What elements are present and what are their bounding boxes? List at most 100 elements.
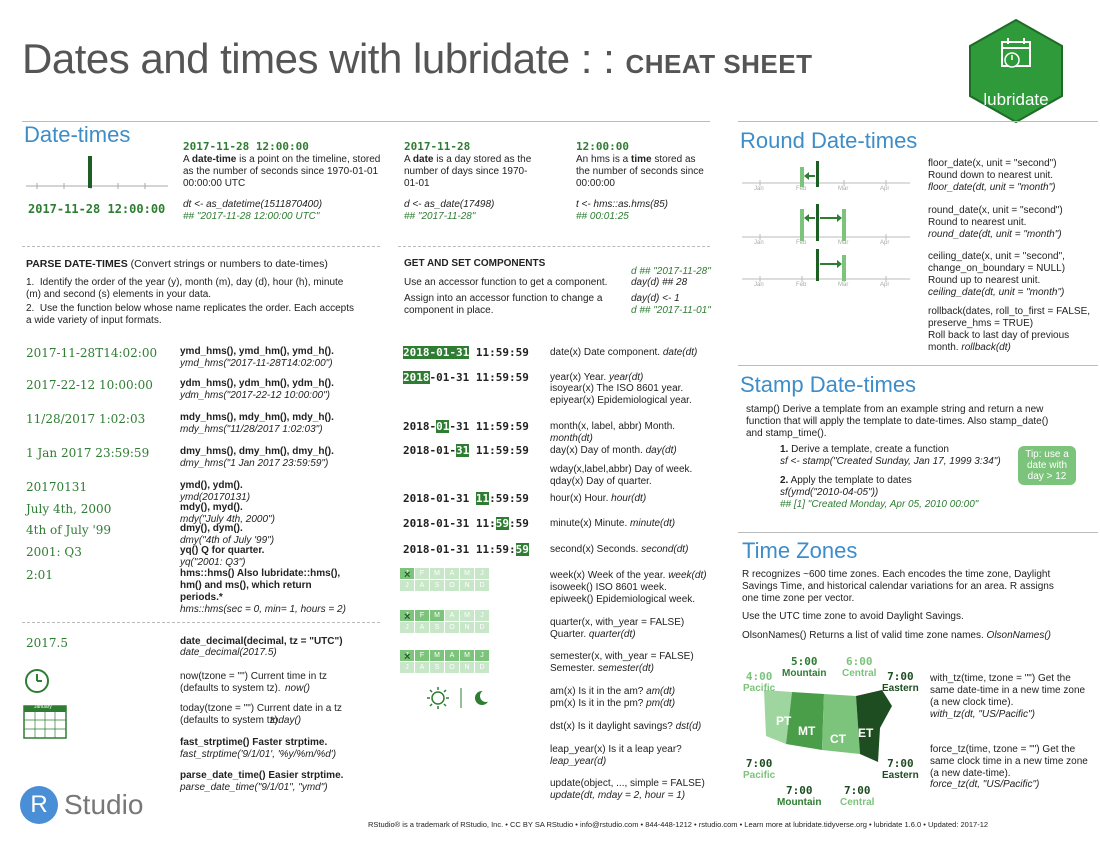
tz-map-label: CT	[830, 732, 846, 746]
time-example: 12:00:00	[576, 140, 629, 153]
month-cell: F	[415, 610, 429, 621]
force-tz-code: force_tz(dt, "US/Pacific")	[930, 779, 1040, 790]
section-title-stamp: Stamp Date-times	[740, 372, 917, 397]
month-cell: O	[445, 580, 459, 591]
datetime-description: A date-time is a point on the timeline, …	[183, 154, 381, 189]
parse-example: July 4th, 2000	[26, 502, 112, 516]
parse-example: 11/28/2017 1:02:03	[26, 412, 146, 426]
divider	[398, 246, 710, 247]
month-cell: J	[400, 622, 414, 633]
section-title-timezones: Time Zones	[742, 538, 858, 563]
decimal-code: date_decimal(2017.5)	[180, 647, 277, 658]
round-tick-label: Jan	[754, 186, 764, 192]
getset-text-1: Use an accessor function to get a compon…	[404, 277, 608, 288]
parse-fn: mdy(), myd(). mdy("July 4th, 2000")	[180, 502, 275, 525]
getset-fn: day(x) Day of month. day(dt)	[550, 445, 677, 456]
parse-example: 2001: Q3	[26, 545, 82, 559]
title-main: Dates and times with lubridate : :	[22, 35, 626, 82]
month-cell: A	[415, 622, 429, 633]
month-cell: J	[475, 568, 489, 579]
quarter-fn: quarter(x, with_year = FALSE)	[550, 617, 685, 628]
tz-top-label: 6:00 Central	[842, 655, 877, 680]
parse-example: 2:01	[26, 568, 53, 582]
isoweek-fn: isoweek() ISO 8601 week.	[550, 582, 667, 593]
stamp-desc: stamp() Derive a template from an exampl…	[746, 404, 1049, 439]
month-cell: A	[415, 662, 429, 673]
parse-step-1: 1. Identify the order of the year (y), m…	[26, 277, 344, 300]
round-tick-label: Apr	[880, 282, 890, 288]
tz-bottom-label: 7:00 Eastern	[882, 757, 919, 782]
time-description: An hms is a time stored as the number of…	[576, 154, 704, 189]
month-cell: D	[475, 662, 489, 673]
round-diagrams	[742, 161, 910, 282]
parse-example: 1 Jan 2017 23:59:59	[26, 446, 150, 460]
floor-desc: Round down to nearest unit.	[928, 170, 1054, 181]
round-tick-label: Jan	[754, 240, 764, 246]
date-example: 2017-11-28	[404, 140, 471, 153]
month-cell: A	[445, 610, 459, 621]
round-tick-label: Jan	[754, 282, 764, 288]
tz-bottom-label: 7:00 Mountain	[777, 784, 822, 809]
month-cell: J	[475, 650, 489, 661]
today-code: today()	[270, 715, 302, 726]
round-tick-label: Feb	[796, 240, 807, 246]
dst-fn: dst(x) Is it daylight savings? dst(d)	[550, 721, 702, 732]
parse-example: 20170131	[26, 480, 88, 494]
parse-fn: mdy_hms(), mdy_hm(), mdy_h(). mdy_hms("11…	[180, 412, 334, 435]
divider	[738, 365, 1098, 366]
getset-code-3: day(d) <- 1	[631, 293, 680, 304]
round-tick-label: Apr	[880, 240, 890, 246]
decimal-fn: date_decimal(decimal, tz = "UTC")	[180, 636, 343, 647]
month-cell: N	[460, 580, 474, 591]
with-tz-fn: with_tz(time, tzone = "") Get the same d…	[930, 673, 1086, 708]
getset-example: 2018-01-31 11:59:59	[403, 543, 529, 556]
getset-fn: year(x) Year. year(dt)	[550, 372, 644, 383]
month-cell: J	[400, 610, 414, 621]
month-cell: F	[415, 568, 429, 579]
tz-top-label: 4:00 Pacific	[743, 670, 776, 695]
round-fn: round_date(x, unit = "second")	[928, 205, 1063, 216]
with-tz-code: with_tz(dt, "US/Pacific")	[930, 709, 1035, 720]
stamp-tip: Tip: use a date with day > 12	[1018, 446, 1076, 485]
getset-fn: date(x) Date component. date(dt)	[550, 347, 698, 358]
parse-fn: dmy(), dym(). dmy("4th of July '99")	[180, 523, 275, 546]
am-fn: am(x) Is it in the am? am(dt)	[550, 686, 676, 697]
force-tz-fn: force_tz(time, tzone = "") Get the same …	[930, 744, 1088, 779]
rstudio-brand: Studio	[64, 789, 144, 820]
time-code: t <- hms::as.hms(85)	[576, 199, 668, 210]
divider	[22, 622, 380, 623]
round-tick-label: Mar	[838, 240, 849, 246]
us-timezone-map	[764, 690, 892, 762]
rstudio-logo-icon: R	[20, 786, 58, 824]
floor-fn: floor_date(x, unit = "second")	[928, 158, 1057, 169]
getset-text-2: Assign into an accessor function to chan…	[404, 293, 603, 316]
parse-fn: ymd_hms(), ymd_hm(), ymd_h(). ymd_hms("20…	[180, 346, 334, 369]
epiyear-fn: epiyear(x) Epidemiological year.	[550, 395, 692, 406]
timeline-graphic	[26, 156, 168, 189]
update-code: update(dt, mday = 2, hour = 1)	[550, 790, 686, 801]
fast-code: fast_strptime('9/1/01', '%y/%m/%d')	[180, 749, 337, 760]
month-cell: J	[400, 568, 414, 579]
leap-code: leap_year(d)	[550, 756, 607, 767]
getset-example: 2018-01-31 11:59:59	[403, 517, 529, 530]
tz-map-label: MT	[798, 724, 816, 738]
parse-fn: dmy_hms(), dmy_hm(), dmy_h(). dmy_hms("1 …	[180, 446, 334, 469]
stamp-step-1: 1. Derive a template, create a function s…	[780, 444, 1001, 467]
x-mark-icon: ×	[404, 611, 411, 623]
parse-fn: hms::hms() Also lubridate::hms(), hm() a…	[180, 568, 346, 615]
month-cell: M	[430, 650, 444, 661]
month-cell: M	[460, 650, 474, 661]
parse-example: 2017-11-28T14:02:00	[26, 346, 158, 360]
date-description: A date is a day stored as the number of …	[404, 154, 532, 189]
now-fn: now(tzone = "") Current time in tz (defa…	[180, 671, 327, 694]
month-cell: A	[445, 568, 459, 579]
today-fn: today(tzone = "") Current date in a tz (…	[180, 703, 342, 726]
month-cell: J	[400, 662, 414, 673]
round-code: round_date(dt, unit = "month")	[928, 229, 1062, 240]
getset-fn: hour(x) Hour. hour(dt)	[550, 493, 647, 504]
section-title-round: Round Date-times	[740, 128, 918, 153]
getset-code-2: day(d) ## 28	[631, 277, 688, 288]
isoyear-fn: isoyear(x) The ISO 8601 year.	[550, 383, 684, 394]
decimal-example: 2017.5	[26, 636, 68, 650]
getset-example: 2018-01-31 11:59:59	[403, 371, 529, 384]
